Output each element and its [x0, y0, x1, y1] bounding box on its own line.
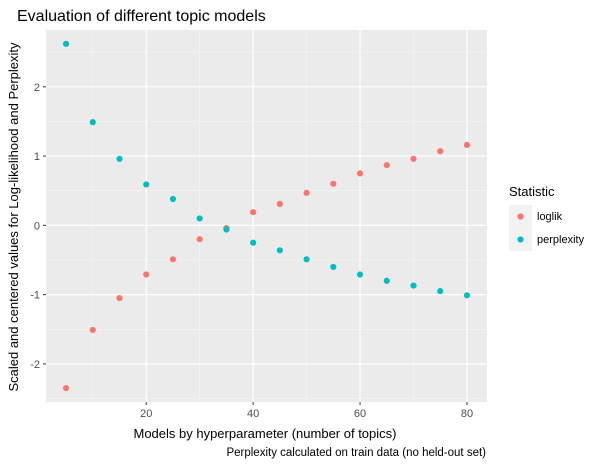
data-point-perplexity: [303, 256, 310, 263]
data-point-loglik: [463, 141, 471, 149]
x-tick-label: 40: [247, 408, 259, 420]
y-tick-label: 0: [34, 220, 40, 232]
data-point-loglik: [116, 294, 123, 302]
data-point-loglik: [276, 200, 283, 207]
chart-caption: Perplexity calculated on train data (no …: [226, 447, 486, 459]
x-tick-label: 20: [140, 408, 152, 420]
legend-title: Statistic: [509, 184, 555, 199]
data-point-loglik: [330, 180, 337, 187]
data-point-loglik: [383, 161, 390, 169]
data-point-loglik: [410, 155, 417, 162]
plot-panel: [46, 30, 487, 402]
axis-ticks: [43, 86, 468, 405]
chart-title: Evaluation of different topic models: [17, 8, 266, 25]
data-point-loglik: [437, 148, 444, 155]
y-tick-label: 1: [34, 151, 40, 163]
legend-key-perplexity: [517, 236, 524, 243]
y-tick-label: 2: [34, 82, 40, 94]
major-gridlines: [46, 30, 487, 402]
y-axis-tick-labels: -2 -1 0 1 2: [30, 82, 40, 371]
data-point-perplexity: [62, 40, 70, 47]
x-tick-label: 60: [354, 408, 366, 420]
data-point-perplexity: [169, 195, 177, 203]
data-point-loglik: [196, 236, 203, 243]
y-tick-label: -2: [30, 359, 40, 371]
data-point-perplexity: [383, 277, 390, 284]
legend: Statistic loglik perplexity: [509, 184, 585, 251]
legend-key-loglik: [517, 213, 524, 220]
data-point-loglik: [356, 170, 364, 177]
x-axis-tick-labels: 20 40 60 80: [140, 408, 473, 420]
data-point-perplexity: [116, 155, 123, 162]
data-point-perplexity: [463, 292, 471, 299]
data-point-perplexity: [89, 119, 96, 126]
data-point-perplexity: [330, 263, 337, 271]
data-point-perplexity: [356, 271, 364, 278]
data-point-loglik: [169, 256, 177, 263]
x-axis-title: Models by hyperparameter (number of topi…: [133, 426, 396, 441]
data-point-loglik: [250, 209, 257, 216]
data-point-perplexity: [143, 181, 150, 188]
y-axis-title: Scaled and centered values for Log-likel…: [6, 42, 21, 392]
minor-gridlines: [46, 30, 487, 402]
data-point-loglik: [89, 326, 96, 334]
y-tick-label: -1: [30, 290, 40, 302]
data-point-perplexity: [437, 288, 444, 295]
data-point-loglik: [62, 385, 70, 392]
data-point-loglik: [303, 189, 310, 196]
data-point-perplexity: [410, 282, 417, 289]
x-tick-label: 80: [461, 408, 473, 420]
legend-label-perplexity: perplexity: [537, 234, 585, 246]
data-point-perplexity: [223, 226, 230, 233]
data-points: [62, 40, 471, 392]
data-point-perplexity: [250, 239, 257, 246]
data-point-perplexity: [276, 247, 283, 254]
data-point-perplexity: [196, 215, 203, 222]
data-point-loglik: [143, 271, 150, 278]
legend-label-loglik: loglik: [537, 211, 563, 223]
